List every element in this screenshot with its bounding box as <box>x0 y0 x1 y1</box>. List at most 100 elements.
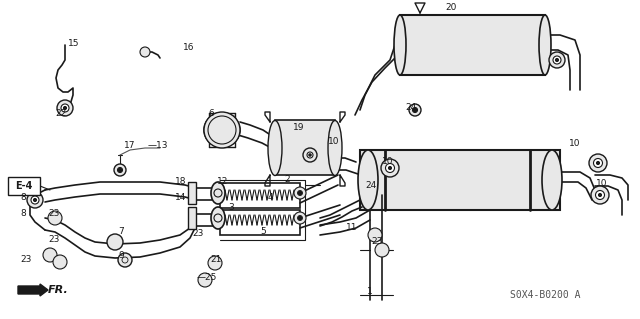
Circle shape <box>591 186 609 204</box>
Text: 24: 24 <box>405 102 416 112</box>
Circle shape <box>33 198 36 202</box>
Ellipse shape <box>521 15 529 75</box>
Circle shape <box>375 243 389 257</box>
Ellipse shape <box>437 15 445 75</box>
Text: 10: 10 <box>569 138 580 147</box>
Text: 23: 23 <box>48 235 60 244</box>
Circle shape <box>381 159 399 177</box>
Ellipse shape <box>413 15 421 75</box>
Circle shape <box>298 190 303 196</box>
Ellipse shape <box>473 15 481 75</box>
Text: 12: 12 <box>217 176 228 186</box>
Circle shape <box>385 164 394 173</box>
Text: 10: 10 <box>596 179 607 188</box>
Bar <box>188 207 196 229</box>
Ellipse shape <box>533 15 541 75</box>
Text: 22: 22 <box>55 108 67 117</box>
Circle shape <box>298 216 303 220</box>
Ellipse shape <box>401 15 409 75</box>
Bar <box>400 15 545 75</box>
Text: 14: 14 <box>175 192 186 202</box>
Text: 11: 11 <box>346 224 358 233</box>
Circle shape <box>198 273 212 287</box>
Text: 5: 5 <box>260 227 266 236</box>
Circle shape <box>48 211 62 225</box>
Ellipse shape <box>509 15 517 75</box>
Circle shape <box>413 108 417 113</box>
FancyBboxPatch shape <box>8 177 40 195</box>
Text: 3: 3 <box>228 203 234 211</box>
Circle shape <box>556 58 559 62</box>
Ellipse shape <box>461 15 469 75</box>
Ellipse shape <box>394 15 406 75</box>
Ellipse shape <box>497 15 505 75</box>
Circle shape <box>596 161 600 165</box>
Text: 16: 16 <box>183 42 195 51</box>
Ellipse shape <box>268 121 282 175</box>
Circle shape <box>549 52 565 68</box>
Text: 20: 20 <box>445 4 456 12</box>
Circle shape <box>118 167 122 173</box>
Circle shape <box>294 212 306 224</box>
Text: FR.: FR. <box>48 285 68 295</box>
Circle shape <box>57 100 73 116</box>
Circle shape <box>208 116 236 144</box>
Bar <box>275 120 335 175</box>
Bar <box>188 182 196 204</box>
Bar <box>220 183 300 208</box>
Ellipse shape <box>485 15 493 75</box>
Circle shape <box>214 189 222 197</box>
Text: 24: 24 <box>365 181 376 189</box>
Text: 4: 4 <box>268 194 274 203</box>
Text: 19: 19 <box>293 123 305 132</box>
Text: 2: 2 <box>284 175 290 184</box>
FancyArrow shape <box>18 284 48 296</box>
Circle shape <box>31 196 39 204</box>
Circle shape <box>368 228 382 242</box>
Circle shape <box>107 234 123 250</box>
Text: 7: 7 <box>118 226 124 235</box>
Text: —13: —13 <box>148 140 168 150</box>
Bar <box>360 150 560 210</box>
Text: 23: 23 <box>371 238 382 247</box>
Text: E-4: E-4 <box>15 181 33 191</box>
Text: 6: 6 <box>208 108 214 117</box>
Circle shape <box>409 104 421 116</box>
Ellipse shape <box>211 207 225 229</box>
Ellipse shape <box>204 113 240 147</box>
Text: 8: 8 <box>20 209 26 218</box>
Circle shape <box>122 257 128 263</box>
Circle shape <box>114 164 126 176</box>
Ellipse shape <box>425 15 433 75</box>
Circle shape <box>140 47 150 57</box>
Text: 8: 8 <box>20 194 26 203</box>
Text: 1: 1 <box>367 287 372 296</box>
Circle shape <box>589 154 607 172</box>
Text: 23: 23 <box>20 256 31 264</box>
Text: 21: 21 <box>210 256 221 264</box>
Circle shape <box>294 187 306 199</box>
Text: 10: 10 <box>382 158 394 167</box>
Circle shape <box>53 255 67 269</box>
Ellipse shape <box>539 15 551 75</box>
Circle shape <box>388 167 392 169</box>
Text: 15: 15 <box>68 39 79 48</box>
Ellipse shape <box>211 182 225 204</box>
Text: S0X4-B0200 A: S0X4-B0200 A <box>510 290 580 300</box>
Circle shape <box>204 112 240 148</box>
Ellipse shape <box>358 150 378 210</box>
Circle shape <box>553 56 561 64</box>
Circle shape <box>309 154 311 156</box>
Bar <box>220 210 300 235</box>
Circle shape <box>595 190 605 199</box>
Circle shape <box>307 152 313 158</box>
Text: 9: 9 <box>118 251 124 261</box>
Text: 18: 18 <box>175 177 186 187</box>
Ellipse shape <box>328 121 342 175</box>
Ellipse shape <box>449 15 457 75</box>
Circle shape <box>43 248 57 262</box>
Text: 23: 23 <box>48 209 60 218</box>
Circle shape <box>303 148 317 162</box>
Circle shape <box>118 253 132 267</box>
Circle shape <box>598 194 602 197</box>
